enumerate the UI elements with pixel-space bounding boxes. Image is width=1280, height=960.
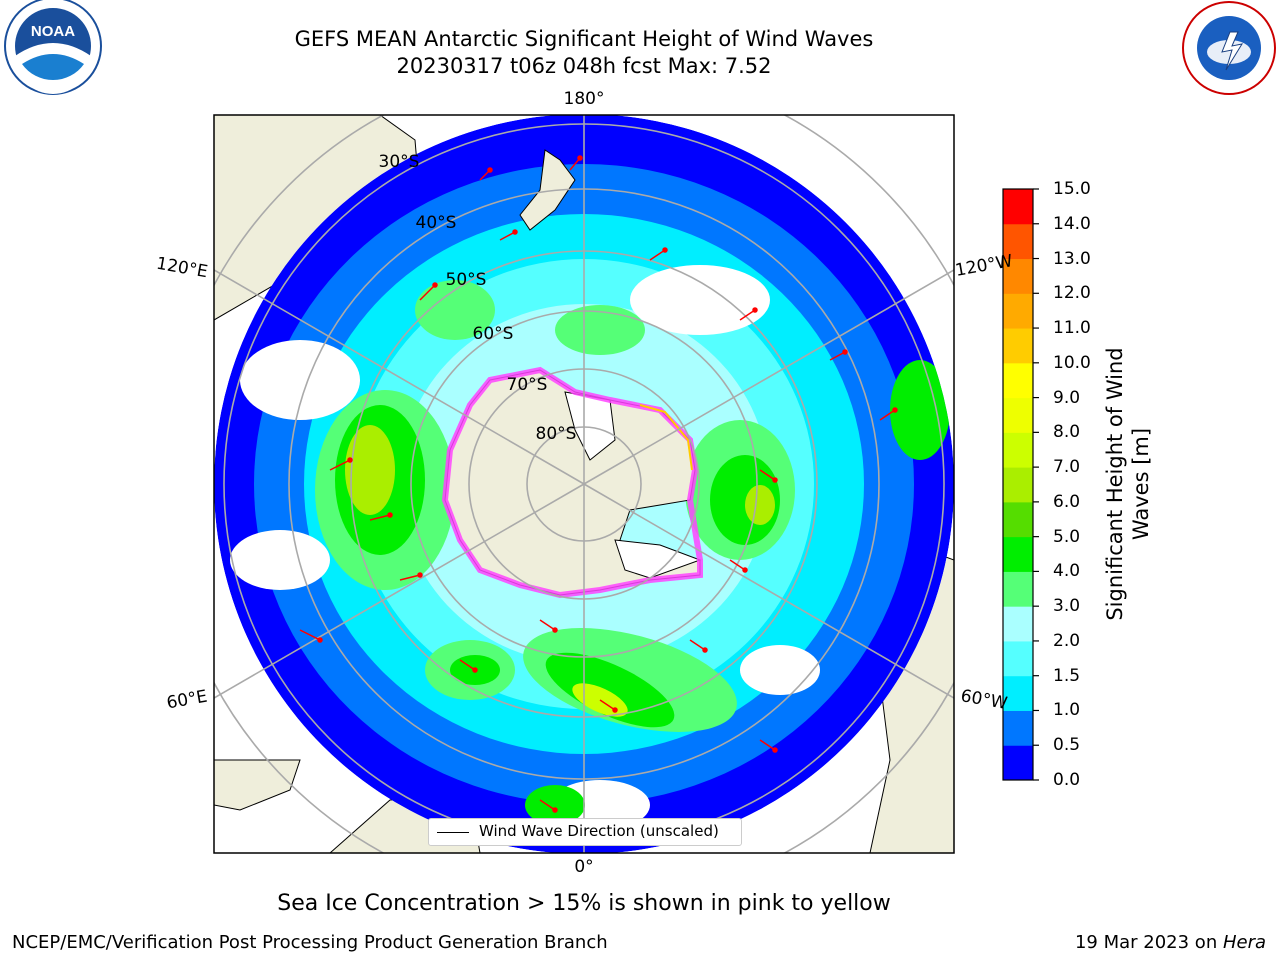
colorbar-tick-label: 9.0 xyxy=(1053,387,1081,408)
colorbar-tick-label: 8.0 xyxy=(1053,422,1081,443)
noaa-logo: NOAA xyxy=(4,0,102,95)
colorbar-tick-label: 14.0 xyxy=(1053,213,1091,234)
lat-label-40s: 40°S xyxy=(415,213,457,233)
lat-label-30s: 30°S xyxy=(378,152,420,172)
colorbar-segment xyxy=(1003,536,1033,572)
colorbar-tick-label: 11.0 xyxy=(1053,318,1091,339)
colorbar xyxy=(1003,189,1033,781)
colorbar-segment xyxy=(1003,571,1033,607)
colorbar-segment xyxy=(1003,258,1033,294)
footer-credit: NCEP/EMC/Verification Post Processing Pr… xyxy=(12,932,608,953)
colorbar-segment xyxy=(1003,328,1033,364)
colorbar-tick-label: 10.0 xyxy=(1053,352,1091,373)
sea-ice-edge xyxy=(441,366,703,599)
colorbar-tick-label: 5.0 xyxy=(1053,526,1081,547)
noaa-logo-text: NOAA xyxy=(31,23,75,40)
sea-ice-caption: Sea Ice Concentration > 15% is shown in … xyxy=(277,891,891,916)
colorbar-tick-label: 4.0 xyxy=(1053,561,1081,582)
colorbar-segment xyxy=(1003,467,1033,503)
map-frame xyxy=(213,114,955,854)
colorbar-segment xyxy=(1003,640,1033,677)
colorbar-segment xyxy=(1003,501,1033,538)
colorbar-tick-label: 0.0 xyxy=(1053,770,1081,790)
colorbar-segment xyxy=(1003,432,1033,468)
colorbar-segment xyxy=(1003,293,1033,329)
map-legend: Wind Wave Direction (unscaled) xyxy=(428,818,742,846)
colorbar-frame xyxy=(1002,188,1034,781)
colorbar-tick-label: 12.0 xyxy=(1053,283,1091,304)
legend-line-swatch xyxy=(437,832,469,834)
colorbar-tick-label: 15.0 xyxy=(1053,179,1091,199)
sea-ice-high xyxy=(639,404,693,471)
colorbar-tick-label: 3.0 xyxy=(1053,596,1081,617)
lon-label-0: 0° xyxy=(574,857,594,877)
map-subtitle: 20230317 t06z 048h fcst Max: 7.52 xyxy=(396,54,772,78)
lat-label-80s: 80°S xyxy=(535,424,577,444)
colorbar-segment xyxy=(1003,606,1033,642)
footer-date-text: 19 Mar 2023 on xyxy=(1074,932,1223,953)
colorbar-tick-label: 1.0 xyxy=(1053,700,1081,721)
colorbar-segment xyxy=(1003,223,1033,260)
colorbar-tick-label: 6.0 xyxy=(1053,491,1081,512)
colorbar-tick-label: 1.5 xyxy=(1053,665,1081,686)
colorbar-tick-label: 2.0 xyxy=(1053,630,1081,651)
map-title: GEFS MEAN Antarctic Significant Height o… xyxy=(294,27,874,51)
colorbar-tick-label: 7.0 xyxy=(1053,457,1081,478)
lat-label-70s: 70°S xyxy=(506,375,548,395)
colorbar-label: Significant Height of Wind Waves [m] xyxy=(1103,347,1153,621)
footer-host: Hera xyxy=(1222,932,1266,953)
footer-date: 19 Mar 2023 on Hera xyxy=(1075,932,1266,953)
colorbar-segment xyxy=(1003,362,1033,399)
colorbar-segment xyxy=(1003,710,1033,746)
lat-label-50s: 50°S xyxy=(445,270,487,290)
lon-label-180: 180° xyxy=(563,89,605,109)
colorbar-segment xyxy=(1003,397,1033,433)
colorbar-segment xyxy=(1003,189,1033,225)
colorbar-segment xyxy=(1003,745,1033,781)
colorbar-tick-label: 13.0 xyxy=(1053,248,1091,269)
colorbar-segment xyxy=(1003,675,1033,711)
wind-wave-arrows xyxy=(299,155,898,813)
lat-label-60s: 60°S xyxy=(472,324,514,344)
colorbar-tick-label: 0.5 xyxy=(1053,735,1081,756)
nws-logo xyxy=(1182,1,1276,95)
legend-label: Wind Wave Direction (unscaled) xyxy=(479,822,719,840)
